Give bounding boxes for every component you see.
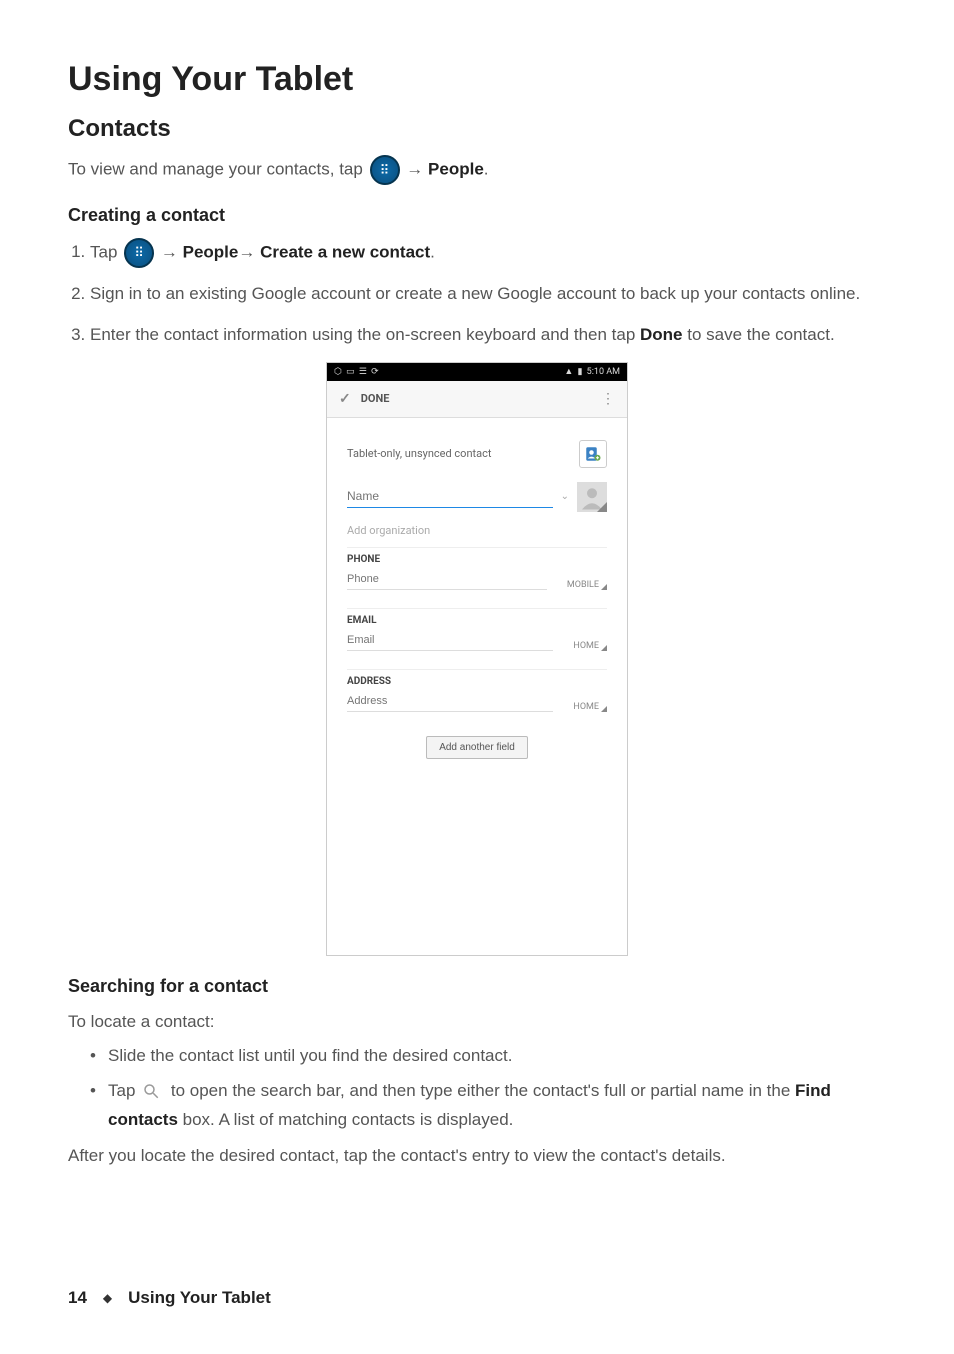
done-label: DONE bbox=[361, 392, 390, 405]
step-2: Sign in to an existing Google account or… bbox=[90, 280, 886, 309]
bullet-search: Tap to open the search bar, and then typ… bbox=[108, 1077, 886, 1135]
address-row: HOME bbox=[347, 687, 607, 720]
footer-section: Using Your Tablet bbox=[128, 1288, 271, 1308]
phone-row: MOBILE bbox=[347, 565, 607, 598]
email-row: HOME bbox=[347, 626, 607, 659]
photo-placeholder[interactable] bbox=[577, 482, 607, 512]
spacer bbox=[347, 759, 607, 939]
status-left: ⬡ ▭ ☰ ⟳ bbox=[333, 367, 380, 377]
step1-people: People bbox=[183, 242, 239, 261]
step3-done: Done bbox=[640, 325, 683, 344]
page-number: 14 bbox=[68, 1288, 87, 1308]
after-locate: After you locate the desired contact, ta… bbox=[68, 1143, 886, 1169]
wifi-icon: ▲ bbox=[564, 367, 573, 377]
period: . bbox=[430, 242, 435, 261]
battery-icon: ▮ bbox=[577, 367, 582, 377]
search-icon bbox=[142, 1081, 164, 1103]
email-input[interactable] bbox=[347, 630, 553, 651]
people-label: People bbox=[428, 159, 484, 178]
screenshot-contact-editor: ⬡ ▭ ☰ ⟳ ▲ ▮ 5:10 AM ✓ DONE ⋮ Tablet-only… bbox=[326, 362, 628, 956]
bullet2-c: box. A list of matching contacts is disp… bbox=[178, 1110, 513, 1129]
status-icon: ☰ bbox=[359, 367, 367, 377]
page: Using Your Tablet Contacts To view and m… bbox=[0, 0, 954, 1348]
apps-icon bbox=[370, 155, 400, 185]
email-section-label: EMAIL bbox=[347, 608, 607, 626]
address-input[interactable] bbox=[347, 691, 553, 712]
sync-row: Tablet-only, unsynced contact bbox=[347, 434, 607, 474]
add-another-field-button[interactable]: Add another field bbox=[426, 736, 528, 759]
status-icon: ▭ bbox=[346, 367, 355, 377]
sync-text: Tablet-only, unsynced contact bbox=[347, 447, 491, 460]
page-footer: 14 ◆ Using Your Tablet bbox=[68, 1288, 886, 1308]
creating-contact-heading: Creating a contact bbox=[68, 205, 886, 226]
bullet-slide: Slide the contact list until you find th… bbox=[108, 1042, 886, 1071]
address-section-label: ADDRESS bbox=[347, 669, 607, 687]
status-bar: ⬡ ▭ ☰ ⟳ ▲ ▮ 5:10 AM bbox=[327, 363, 627, 381]
step-3: Enter the contact information using the … bbox=[90, 321, 886, 350]
step1-create: Create a new contact bbox=[260, 242, 430, 261]
step-1: Tap → People→ Create a new contact. bbox=[90, 238, 886, 268]
step1-arrow1: → bbox=[161, 242, 183, 261]
name-input[interactable] bbox=[347, 485, 553, 508]
status-icon: ⟳ bbox=[371, 367, 379, 377]
contact-form: Tablet-only, unsynced contact ⌄ Add orga… bbox=[327, 418, 627, 955]
phone-section-label: PHONE bbox=[347, 547, 607, 565]
done-bar: ✓ DONE ⋮ bbox=[327, 381, 627, 418]
step3-a: Enter the contact information using the … bbox=[90, 325, 640, 344]
bullet2-a: Tap bbox=[108, 1081, 140, 1100]
status-right: ▲ ▮ 5:10 AM bbox=[563, 366, 621, 377]
phone-input[interactable] bbox=[347, 569, 547, 590]
section-contacts-heading: Contacts bbox=[68, 115, 886, 143]
address-type-selector[interactable]: HOME bbox=[573, 702, 607, 712]
overflow-menu-icon[interactable]: ⋮ bbox=[601, 394, 615, 404]
period: . bbox=[484, 159, 489, 178]
diamond-icon: ◆ bbox=[103, 1291, 112, 1305]
step1-prefix: Tap bbox=[90, 242, 122, 261]
phone-type-selector[interactable]: MOBILE bbox=[567, 580, 607, 590]
search-bullets: Slide the contact list until you find th… bbox=[68, 1042, 886, 1135]
name-row: ⌄ bbox=[347, 482, 607, 512]
check-icon: ✓ bbox=[339, 391, 351, 407]
step3-b: to save the contact. bbox=[683, 325, 835, 344]
status-icon: ⬡ bbox=[334, 367, 342, 377]
status-time: 5:10 AM bbox=[587, 367, 620, 377]
searching-heading: Searching for a contact bbox=[68, 976, 886, 997]
done-button[interactable]: ✓ DONE bbox=[339, 391, 389, 407]
creating-steps-list: Tap → People→ Create a new contact. Sign… bbox=[68, 238, 886, 350]
contact-badge-icon bbox=[579, 440, 607, 468]
apps-icon bbox=[124, 238, 154, 268]
step1-arrow2: → bbox=[238, 242, 260, 261]
chevron-down-icon[interactable]: ⌄ bbox=[561, 491, 569, 502]
locate-intro: To locate a contact: bbox=[68, 1009, 886, 1035]
intro-paragraph: To view and manage your contacts, tap → … bbox=[68, 155, 886, 185]
arrow-text: → bbox=[406, 159, 428, 178]
bullet2-b: to open the search bar, and then type ei… bbox=[171, 1081, 795, 1100]
page-title: Using Your Tablet bbox=[68, 60, 886, 99]
add-organization[interactable]: Add organization bbox=[347, 524, 607, 537]
intro-text: To view and manage your contacts, tap bbox=[68, 159, 368, 178]
email-type-selector[interactable]: HOME bbox=[573, 641, 607, 651]
